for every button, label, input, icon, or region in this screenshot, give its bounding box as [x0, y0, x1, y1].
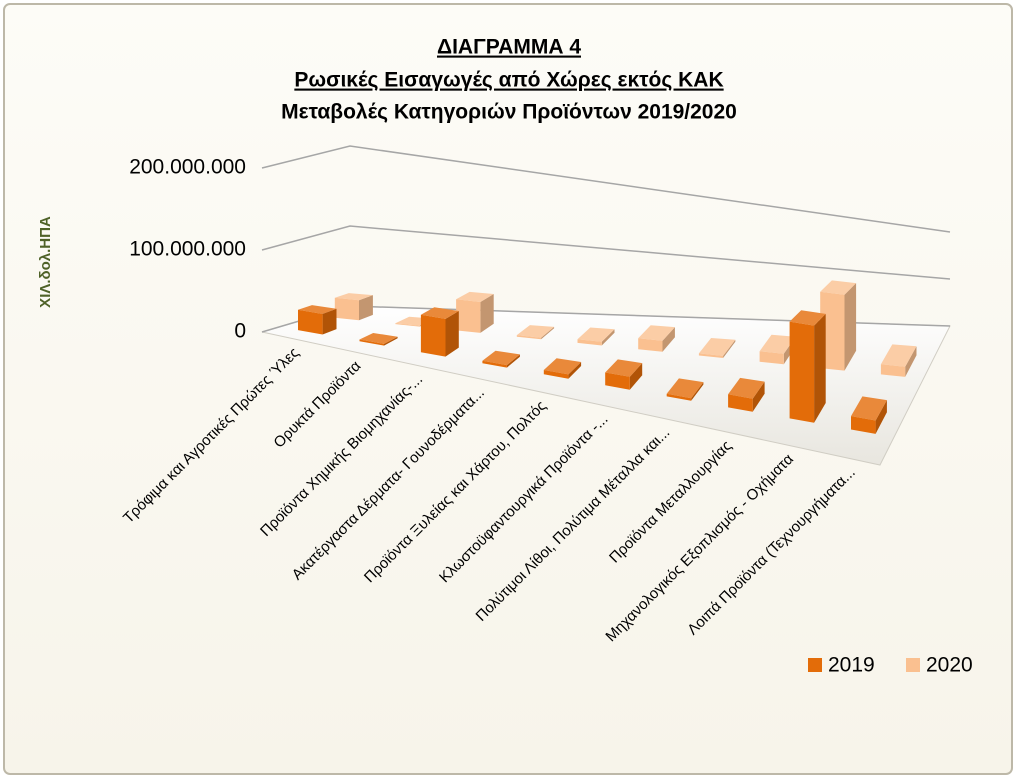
- bar: [577, 339, 602, 346]
- bar-side: [601, 329, 615, 346]
- bar-side: [322, 308, 337, 335]
- bar-top: [543, 358, 582, 375]
- bar-top: [482, 350, 520, 366]
- bar-top: [420, 307, 459, 319]
- bar-top: [638, 325, 675, 341]
- bar-top: [456, 291, 494, 302]
- bar: [698, 353, 724, 358]
- bar-top: [605, 359, 643, 377]
- y-tick-label: 200.000.000: [129, 156, 246, 179]
- legend-label: 2019: [828, 654, 875, 677]
- bar-side: [752, 381, 765, 412]
- legend-label: 2020: [926, 654, 973, 677]
- bar-side: [506, 354, 520, 368]
- bar: [334, 297, 359, 321]
- bar: [638, 338, 663, 352]
- grid-line: [261, 145, 951, 233]
- chart-title: ΔΙΑΓΡΑΜΜΑ 4: [437, 36, 581, 59]
- legend-swatch: [906, 658, 920, 672]
- bar: [420, 314, 446, 357]
- bar-top: [880, 344, 917, 367]
- bar: [543, 370, 569, 379]
- bar-top: [359, 333, 398, 344]
- chart-title: Μεταβολές Κατηγοριών Προϊόντων 2019/2020: [281, 101, 737, 124]
- bar: [728, 394, 753, 412]
- bar-side: [568, 362, 582, 379]
- bar: [516, 335, 542, 340]
- bar-side: [629, 363, 643, 390]
- bar-top: [666, 378, 704, 399]
- bar-top: [759, 334, 796, 354]
- chart-frame: [3, 3, 1013, 775]
- bar-side: [905, 346, 917, 377]
- bar-side: [384, 336, 398, 346]
- bar-side: [541, 326, 555, 340]
- bar: [789, 321, 815, 423]
- bar-top: [516, 325, 555, 338]
- bar-top: [577, 327, 615, 342]
- bar-side: [844, 283, 857, 371]
- bar: [851, 416, 876, 434]
- bar-side: [480, 294, 494, 333]
- bar: [482, 360, 507, 368]
- bar-top: [298, 305, 337, 314]
- grid-line: [261, 225, 951, 280]
- bar-top: [789, 310, 826, 326]
- bar-side: [445, 311, 459, 357]
- legend-swatch: [808, 658, 822, 672]
- bar-side: [691, 382, 704, 401]
- bar: [456, 299, 481, 333]
- bar: [298, 309, 323, 335]
- y-axis-title: ΧΙΛ.δολ.ΗΠΑ: [37, 216, 54, 308]
- y-tick-label: 0: [234, 320, 246, 343]
- bar: [395, 323, 420, 327]
- chart-title: Ρωσικές Εισαγωγές από Χώρες εκτός ΚΑΚ: [294, 69, 723, 92]
- bar-side: [662, 327, 675, 352]
- bar: [359, 339, 384, 346]
- bar: [880, 364, 906, 377]
- y-tick-label: 100.000.000: [129, 238, 246, 261]
- bar: [666, 393, 692, 401]
- bar: [759, 351, 784, 365]
- bar-side: [875, 400, 887, 434]
- bar-top: [820, 280, 857, 295]
- bar-top: [851, 396, 887, 421]
- bar-side: [359, 295, 373, 321]
- bar: [820, 291, 845, 371]
- bar-top: [698, 338, 736, 356]
- bar-side: [723, 339, 736, 358]
- bar-top: [728, 377, 765, 399]
- bar: [605, 372, 630, 390]
- bar-side: [814, 313, 826, 423]
- bar-top: [334, 293, 373, 301]
